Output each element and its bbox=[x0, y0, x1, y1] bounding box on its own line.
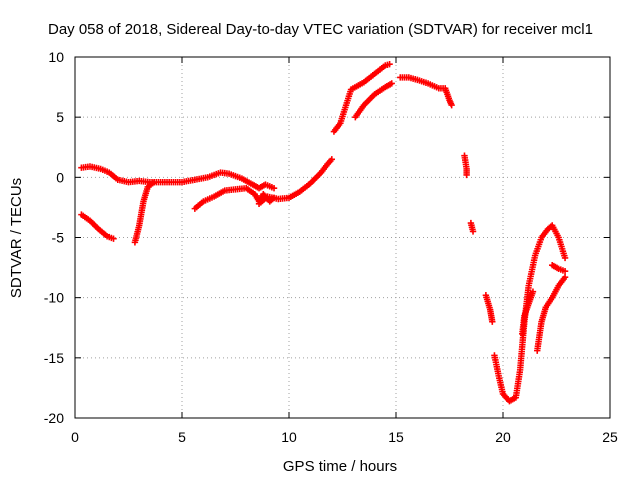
x-tick-label: 20 bbox=[495, 429, 511, 445]
data-point-marker bbox=[469, 228, 477, 235]
series-track-o bbox=[549, 261, 569, 275]
x-axis-label: GPS time / hours bbox=[283, 458, 397, 475]
x-tick-label: 25 bbox=[602, 429, 618, 445]
data-point-marker bbox=[561, 254, 569, 262]
y-tick-label: -5 bbox=[52, 230, 65, 246]
series-track-k bbox=[482, 292, 496, 325]
series-track-f bbox=[330, 61, 393, 135]
data-point-marker bbox=[328, 156, 335, 163]
series-track-m bbox=[519, 288, 537, 337]
y-tick-label: 0 bbox=[56, 169, 64, 185]
grid-lines bbox=[75, 57, 610, 418]
x-tick-label: 0 bbox=[71, 429, 79, 445]
data-point-marker bbox=[489, 318, 496, 325]
series-track-n bbox=[534, 274, 569, 354]
x-tick-label: 10 bbox=[281, 429, 297, 445]
data-point-marker bbox=[561, 274, 569, 281]
series-track-c bbox=[131, 178, 158, 246]
data-point-marker bbox=[386, 61, 393, 68]
series-track-j bbox=[467, 219, 477, 235]
y-axis-label: SDTVAR / TECUs bbox=[8, 178, 25, 298]
series-track-l bbox=[491, 222, 569, 405]
series-track-e bbox=[255, 156, 335, 208]
y-tick-label: -15 bbox=[44, 350, 64, 366]
series-track-b bbox=[78, 211, 117, 242]
series-track-g bbox=[352, 80, 395, 121]
series-track-i bbox=[461, 152, 470, 179]
y-tick-label: -20 bbox=[44, 410, 64, 426]
data-point-marker bbox=[561, 267, 569, 275]
data-point-marker bbox=[448, 101, 455, 109]
x-tick-label: 5 bbox=[178, 429, 186, 445]
data-point-marker bbox=[529, 288, 537, 295]
data-point-marker bbox=[150, 178, 158, 186]
y-tick-label: 5 bbox=[56, 109, 64, 125]
x-tick-label: 15 bbox=[388, 429, 404, 445]
data-point-marker bbox=[270, 184, 278, 192]
chart-title: Day 058 of 2018, Sidereal Day-to-day VTE… bbox=[48, 21, 593, 38]
data-point-marker bbox=[463, 171, 470, 179]
series-track-h bbox=[397, 74, 455, 109]
y-tick-label: -10 bbox=[44, 290, 64, 306]
data-points bbox=[78, 61, 569, 405]
data-point-marker bbox=[388, 80, 395, 87]
data-point-marker bbox=[110, 235, 117, 242]
y-tick-label: 10 bbox=[48, 49, 64, 65]
axis-ticks: 0 5 10 15 20 25 -20 -15 -10 -5 0 5 10 bbox=[44, 49, 618, 445]
